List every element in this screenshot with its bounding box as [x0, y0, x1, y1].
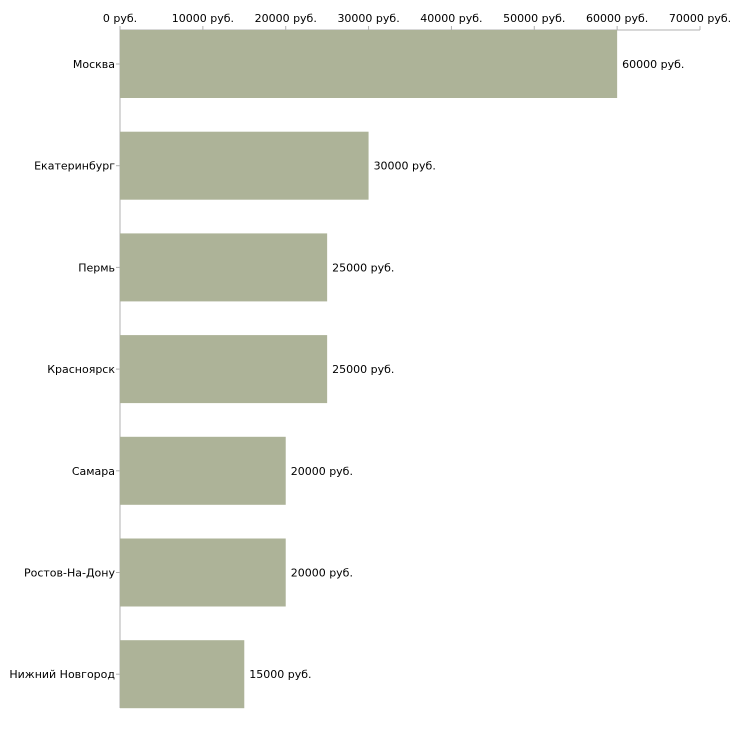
bar: [120, 436, 286, 505]
bar: [120, 538, 286, 607]
bar-layer: [120, 30, 618, 709]
value-label: 30000 руб.: [374, 160, 436, 173]
bar: [120, 30, 618, 98]
category-label: Пермь: [78, 261, 115, 274]
category-label: Нижний Новгород: [9, 668, 115, 681]
value-label: 25000 руб.: [332, 261, 394, 274]
value-label: 20000 руб.: [291, 465, 353, 478]
x-tick-label: 40000 руб.: [420, 12, 482, 25]
label-layer: 0 руб. 10000 руб. 20000 руб. 30000 руб. 4000…: [9, 12, 730, 681]
x-tick-label: 70000 руб.: [669, 12, 730, 25]
bar: [120, 131, 369, 200]
x-tick-label: 50000 руб.: [503, 12, 565, 25]
bar: [120, 640, 245, 709]
value-label: 15000 руб.: [249, 668, 311, 681]
bar: [120, 233, 328, 302]
value-label: 60000 руб.: [622, 58, 684, 71]
value-label: 25000 руб.: [332, 363, 394, 376]
x-tick-label: 30000 руб.: [337, 12, 399, 25]
bar: [120, 335, 328, 404]
category-label: Екатеринбург: [34, 160, 115, 173]
x-tick-label: 60000 руб.: [586, 12, 648, 25]
category-label: Самара: [72, 465, 115, 478]
value-label: 20000 руб.: [291, 567, 353, 580]
x-tick-label: 10000 руб.: [172, 12, 234, 25]
x-tick-label: 0 руб.: [103, 12, 137, 25]
x-tick-label: 20000 руб.: [255, 12, 317, 25]
category-label: Красноярск: [47, 363, 115, 376]
category-label: Ростов-На-Дону: [24, 567, 115, 580]
category-label: Москва: [73, 58, 115, 71]
